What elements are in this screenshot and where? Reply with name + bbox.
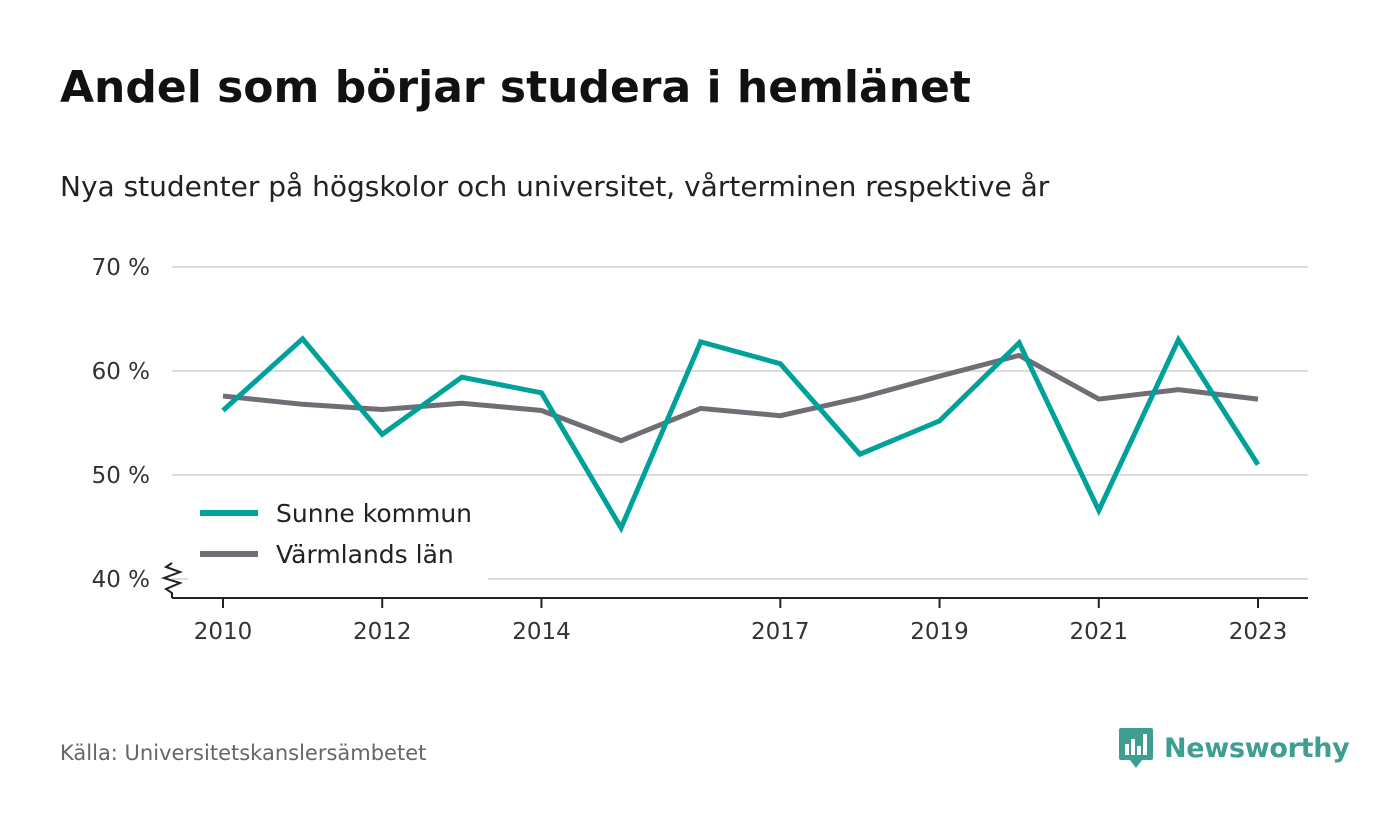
x-tick-label: 2019: [910, 619, 969, 645]
legend: Sunne kommun Värmlands län: [188, 494, 488, 580]
series-line-varmlands-lan: [222, 352, 1259, 444]
axes: 40 % 50 % 60 % 70 % 2010 2012 2014 2017 2019 2021…: [92, 255, 1308, 645]
x-tick-label: 2023: [1229, 619, 1288, 645]
legend-label: Sunne kommun: [276, 499, 472, 528]
x-tick-label: 2012: [353, 619, 412, 645]
y-tick-label: 40 %: [92, 567, 150, 593]
x-tick-label: 2014: [512, 619, 571, 645]
x-tick-label: 2017: [751, 619, 810, 645]
series-line-sunne-kommun: [221, 334, 1261, 534]
legend-background: [188, 494, 488, 580]
y-tick-label: 60 %: [92, 359, 150, 385]
chart-subtitle: Nya studenter på högskolor och universit…: [60, 170, 1050, 203]
axis-break-icon: [160, 562, 183, 598]
x-tick-label: 2021: [1069, 619, 1128, 645]
source-note: Källa: Universitetskanslersämbetet: [60, 741, 427, 765]
x-tick-label: 2010: [194, 619, 253, 645]
y-tick-label: 50 %: [92, 463, 150, 489]
brand-logo: Newsworthy: [1118, 726, 1350, 770]
chart-title: Andel som börjar studera i hemlänet: [60, 62, 971, 113]
brand-name: Newsworthy: [1164, 732, 1350, 764]
y-tick-label: 70 %: [92, 255, 150, 281]
series-lines: [221, 334, 1261, 534]
legend-label: Värmlands län: [276, 540, 454, 569]
newsworthy-logo-icon: [1119, 728, 1153, 768]
